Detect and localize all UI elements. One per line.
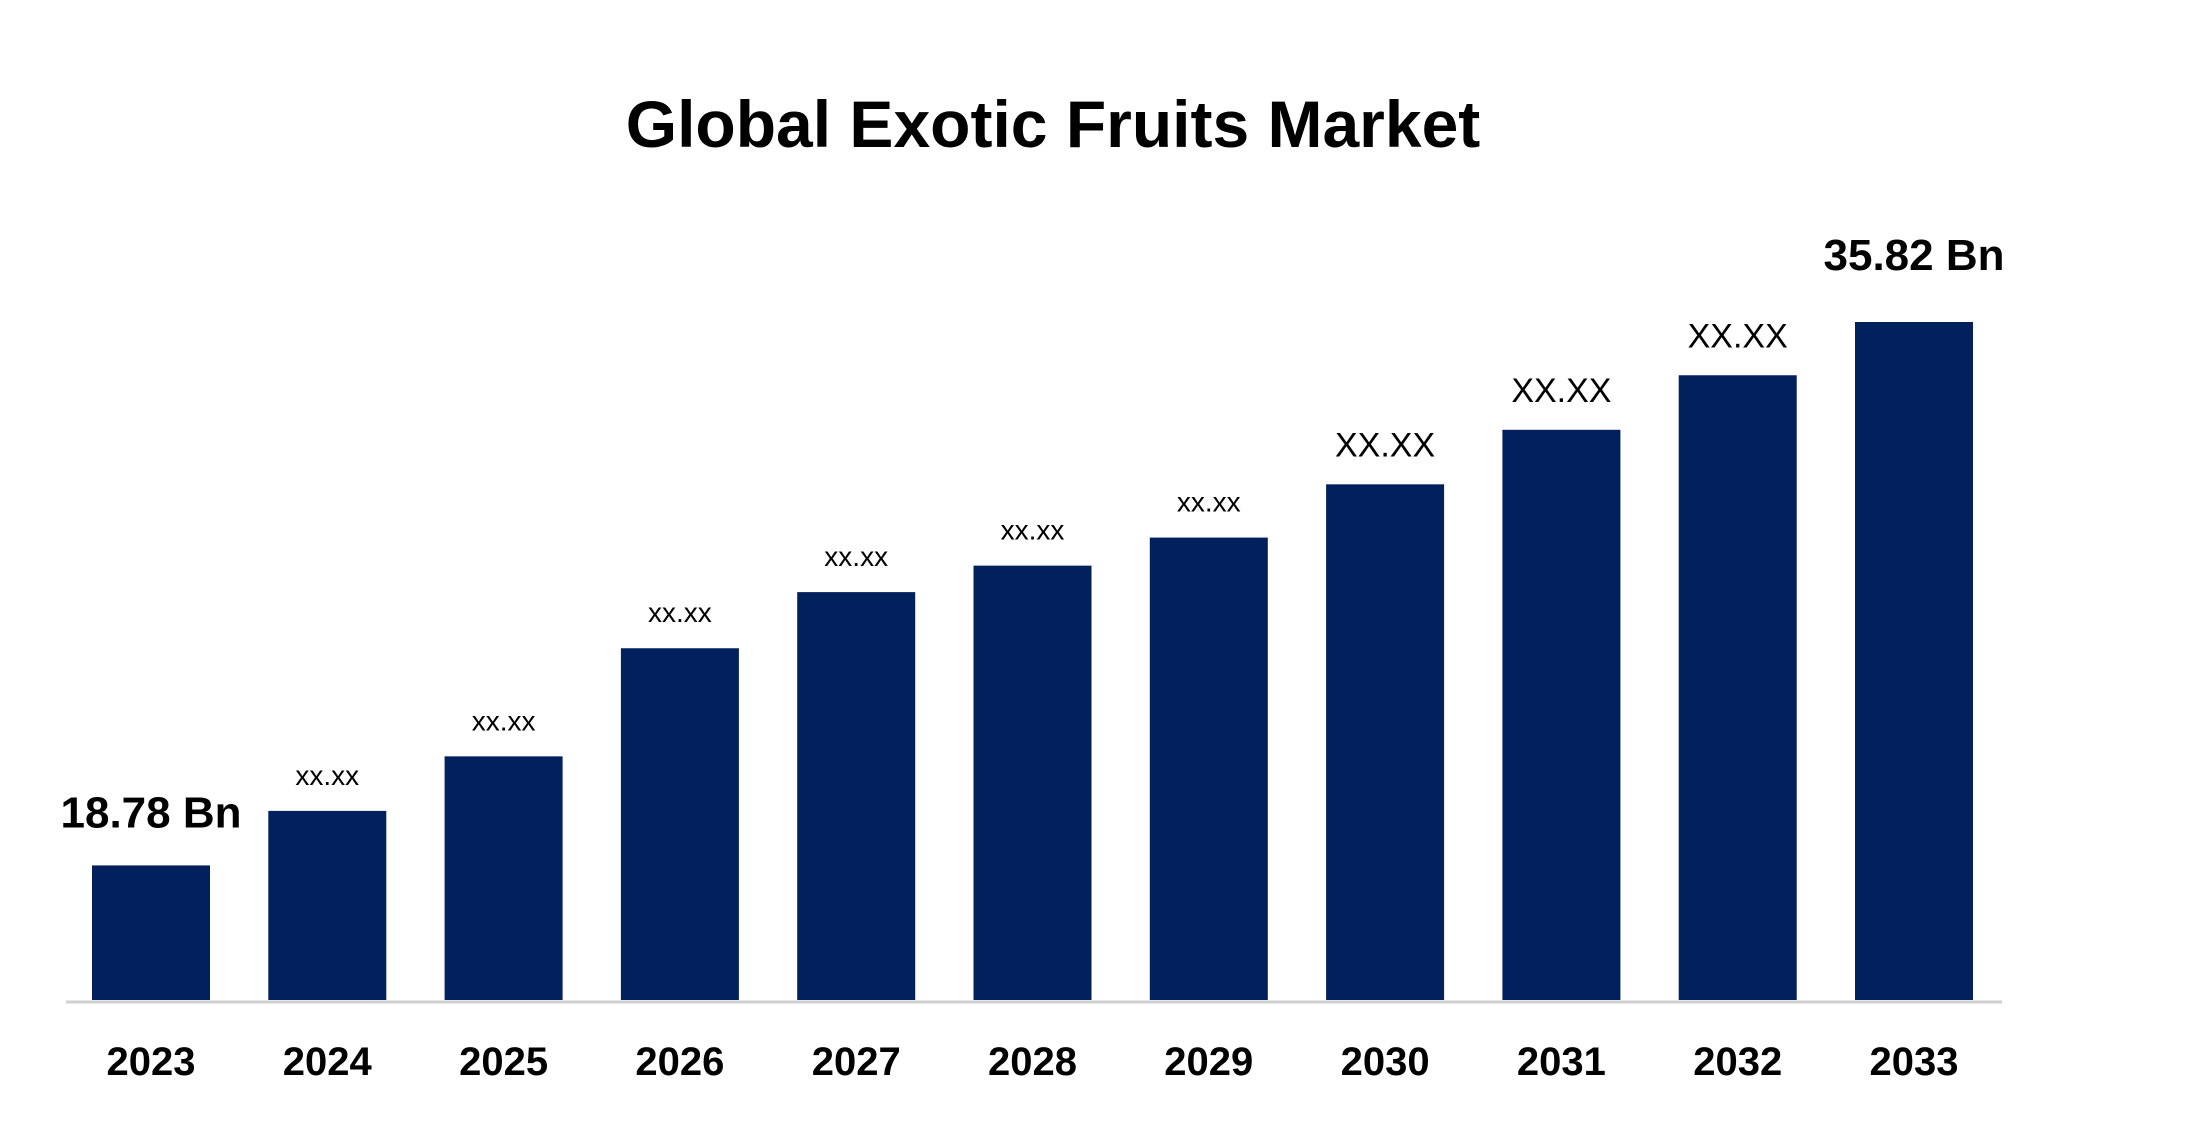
bar-2027 [797,592,916,1000]
data-label-2031: XX.XX [1511,372,1611,410]
x-tick-label-2025: 2025 [459,1040,548,1084]
x-tick-label-2023: 2023 [107,1040,196,1084]
data-label-2025: xx.xx [472,705,536,736]
x-tick-label-2029: 2029 [1164,1040,1253,1084]
data-label-2029: xx.xx [1177,487,1241,518]
x-tick-label-2032: 2032 [1693,1040,1782,1084]
bar-2028 [973,565,1092,1000]
bar-2025 [444,756,563,1000]
x-tick-label-2033: 2033 [1870,1040,1959,1084]
x-tick-label-2024: 2024 [283,1040,373,1084]
bar-2023 [92,865,210,1000]
bar-2024 [268,810,387,1000]
data-label-2024: xx.xx [295,760,359,791]
data-label-2030: XX.XX [1335,426,1435,464]
data-label-2023: 18.78 Bn [61,788,242,837]
chart-title: Global Exotic Fruits Market [625,87,1481,161]
x-tick-label-2027: 2027 [812,1040,901,1084]
bar-2029 [1149,537,1268,1000]
bar-2030 [1326,484,1445,1000]
x-tick-label-2028: 2028 [988,1040,1077,1084]
bar-2033 [1855,322,1973,1000]
data-label-2026: xx.xx [648,597,712,628]
x-tick-label-2031: 2031 [1517,1040,1606,1084]
x-tick-label-2026: 2026 [635,1040,724,1084]
x-tick-label-2030: 2030 [1341,1040,1430,1084]
data-label-2027: xx.xx [824,541,888,572]
data-label-2032: XX.XX [1688,317,1788,355]
bar-2032 [1678,375,1797,1000]
data-label-2033: 35.82 Bn [1824,231,2005,280]
bar-2031 [1502,429,1621,1001]
bar-2026 [620,648,739,1000]
data-label-2028: xx.xx [1001,515,1065,546]
